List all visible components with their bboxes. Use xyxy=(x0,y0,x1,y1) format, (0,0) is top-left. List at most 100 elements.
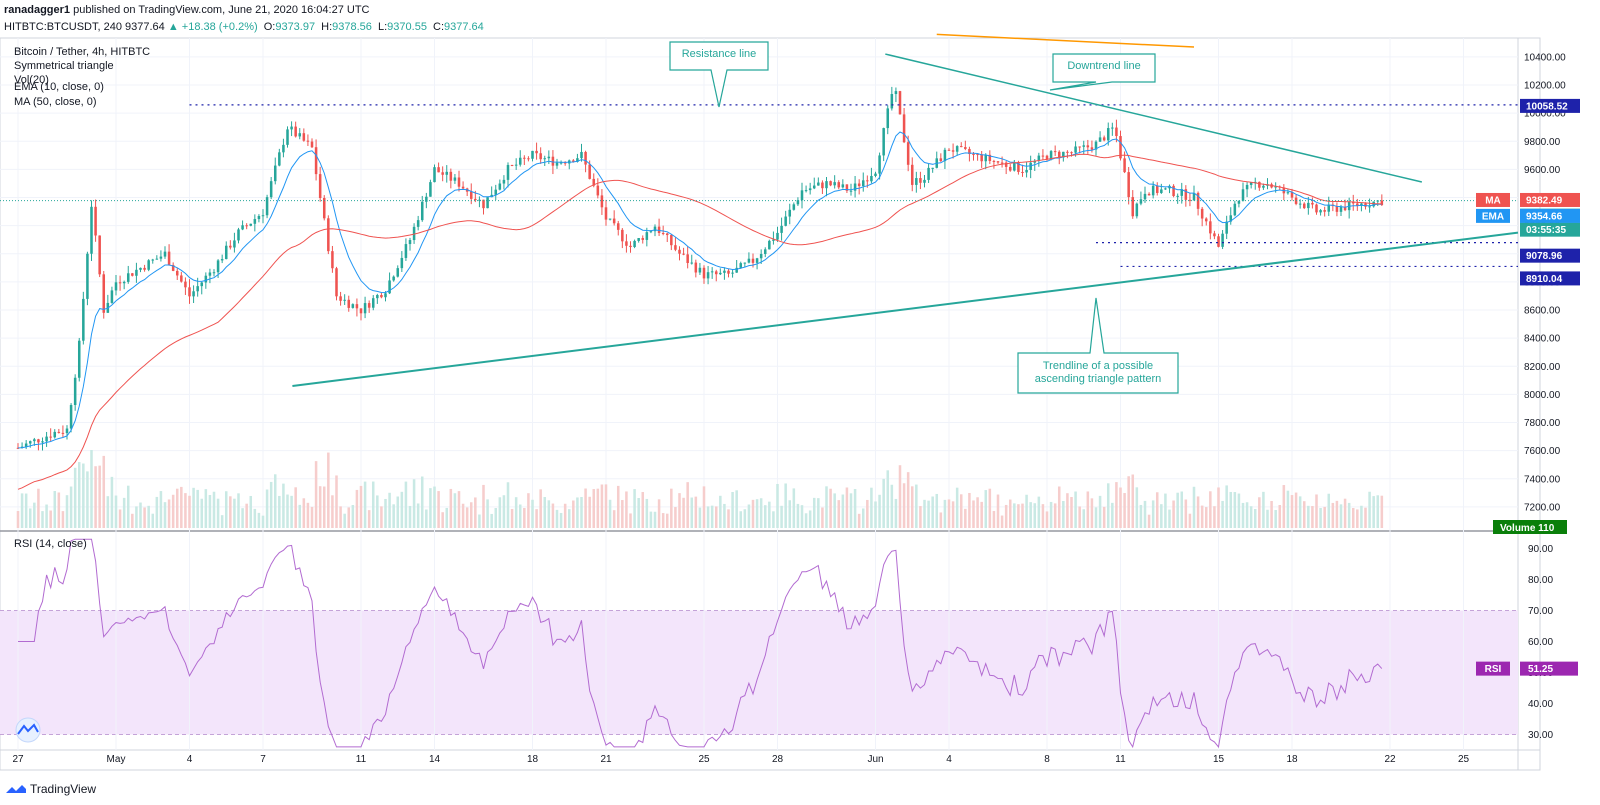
candle-body xyxy=(792,204,796,210)
volume-bar xyxy=(131,513,134,528)
legend-ema[interactable]: EMA (10, close, 0) xyxy=(14,81,104,93)
volume-bar xyxy=(927,500,930,528)
candle-body xyxy=(1139,199,1143,204)
candle-body xyxy=(959,146,963,148)
volume-bar xyxy=(282,483,285,528)
brand[interactable]: TradingView xyxy=(6,782,96,796)
candle-body xyxy=(102,274,106,313)
time-tick-label: 22 xyxy=(1384,754,1396,765)
candle-body xyxy=(1311,202,1314,205)
time-tick-label: 4 xyxy=(187,754,193,765)
volume-bar xyxy=(1253,508,1257,528)
candle-body xyxy=(208,272,212,276)
candle-body xyxy=(829,181,832,186)
candle-body xyxy=(980,154,983,162)
candle-body xyxy=(57,431,61,433)
legend-ma[interactable]: MA (50, close, 0) xyxy=(14,96,97,108)
price-tick-label: 7800.00 xyxy=(1524,418,1561,429)
candle-body xyxy=(126,273,130,282)
rsi-badge-label: RSI xyxy=(1485,664,1502,675)
time-tick-label: 15 xyxy=(1213,754,1225,765)
candle-body xyxy=(269,181,273,198)
candle-body xyxy=(890,94,894,109)
candle-body xyxy=(457,177,461,187)
candle-body xyxy=(1343,207,1347,211)
volume-bar xyxy=(837,500,841,528)
candle-body xyxy=(559,162,563,164)
candle-body xyxy=(849,190,853,192)
volume-bar xyxy=(384,498,387,528)
volume-bar xyxy=(1127,476,1130,528)
candle-body xyxy=(302,133,306,141)
volume-bar xyxy=(633,489,636,528)
candle-body xyxy=(670,235,673,246)
candle-body xyxy=(376,295,379,299)
candle-body xyxy=(1102,137,1106,141)
volume-bar xyxy=(547,500,551,528)
candle-body xyxy=(1041,155,1045,157)
volume-bar xyxy=(1172,500,1175,528)
volume-bar xyxy=(180,486,183,528)
candle-body xyxy=(28,441,32,444)
candle-body xyxy=(1074,146,1077,153)
candle-body xyxy=(118,282,122,284)
volume-badge xyxy=(1493,520,1567,534)
volume-bar xyxy=(992,510,996,528)
time-tick-label: 11 xyxy=(356,754,367,765)
time-tick-label: 18 xyxy=(1286,754,1298,765)
volume-bar xyxy=(1347,502,1351,528)
volume-bar xyxy=(363,481,367,528)
tradingview-logo-icon xyxy=(6,785,26,793)
volume-bar xyxy=(866,499,869,528)
volume-bar xyxy=(1074,491,1077,528)
time-tick-label: 21 xyxy=(600,754,612,765)
candle-body xyxy=(24,443,28,447)
volume-bar xyxy=(1372,496,1375,528)
volume-bar xyxy=(1196,496,1200,528)
candle-body xyxy=(674,245,677,250)
volume-bar xyxy=(77,462,81,528)
candle-body xyxy=(77,340,81,378)
volume-bar xyxy=(1241,502,1245,528)
candle-body xyxy=(147,260,150,270)
candle-body xyxy=(49,436,52,438)
volume-bar xyxy=(486,499,489,528)
volume-bar xyxy=(955,487,959,528)
price-badge xyxy=(1520,248,1580,263)
volume-bar xyxy=(188,495,191,528)
candle-body xyxy=(719,272,722,275)
candle-body xyxy=(220,259,224,261)
candle-body xyxy=(122,281,126,284)
candle-body xyxy=(710,271,714,273)
volume-bar xyxy=(24,493,28,528)
volume-bar xyxy=(1115,482,1118,528)
legend-rsi[interactable]: RSI (14, close) xyxy=(14,538,87,550)
volume-bar xyxy=(355,489,359,528)
legend-study[interactable]: Symmetrical triangle xyxy=(14,60,114,72)
volume-bar xyxy=(1062,500,1065,528)
legend-volume[interactable]: Vol(20) xyxy=(14,74,49,86)
volume-bar xyxy=(322,486,326,528)
volume-bar xyxy=(1278,504,1282,528)
volume-bar xyxy=(559,512,563,528)
time-tick-label: 28 xyxy=(772,754,784,765)
candle-body xyxy=(433,167,436,183)
volume-bar xyxy=(690,497,694,528)
volume-bar xyxy=(1008,499,1012,528)
candle-body xyxy=(1339,207,1343,212)
ema-line xyxy=(17,131,1382,449)
downtrend-callout-text: Downtrend line xyxy=(1067,60,1140,72)
volume-bar xyxy=(784,483,787,528)
close-value: 9377.64 xyxy=(444,21,484,33)
volume-bar xyxy=(1151,500,1155,528)
candle-body xyxy=(286,129,289,145)
volume-bar xyxy=(396,496,400,528)
ma-line xyxy=(17,153,1382,490)
legend-symbol[interactable]: Bitcoin / Tether, 4h, HITBTC xyxy=(14,46,151,58)
time-tick-label: 4 xyxy=(946,754,952,765)
candle-body xyxy=(518,157,522,165)
volume-bar xyxy=(1380,495,1384,528)
candle-body xyxy=(396,268,400,277)
volume-bar xyxy=(943,499,947,528)
